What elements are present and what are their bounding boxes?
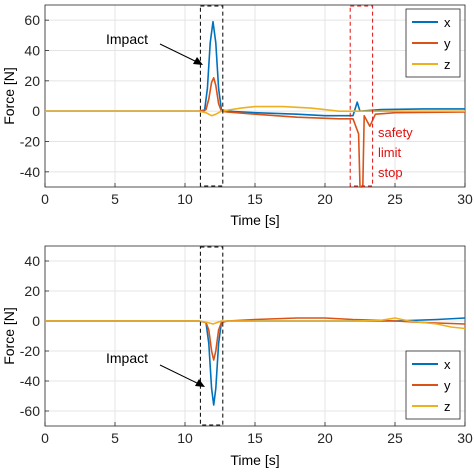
x-tick-label: 20 [317,430,333,446]
top-xlabel: Time [s] [230,212,279,228]
safety-label: safety [378,125,413,140]
series-y-line [45,77,466,188]
x-tick-label: 20 [317,191,333,207]
highlight-window [199,5,224,187]
top-impact-label: Impact [106,31,148,47]
bottom-highlight-windows [199,246,224,426]
y-tick-label: -20 [20,343,40,359]
bottom-legend-label-x: x [444,357,451,372]
top-legend-label-y: y [444,36,451,51]
y-tick-label: -60 [20,403,40,419]
y-tick-label: 20 [24,283,40,299]
x-tick-label: 30 [457,191,473,207]
x-tick-label: 10 [177,430,193,446]
y-tick-label: 60 [24,12,40,28]
x-tick-label: 25 [387,430,403,446]
top-series [45,20,466,188]
highlight-window [199,246,224,426]
top-legend-label-x: x [444,15,451,30]
bottom-grid [44,246,466,426]
y-tick-label: 40 [24,253,40,269]
bottom-impact-arrow [159,364,200,385]
bottom-ticks: 0 5 10 15 20 25 30 -60 -40 -20 0 20 40 [20,253,473,446]
top-legend-label-z: z [444,57,451,72]
x-tick-label: 15 [247,191,263,207]
bottom-legend-label-z: z [444,399,451,414]
top-impact-arrowhead [193,57,203,65]
bottom-legend-label-y: y [444,378,451,393]
y-tick-label: 20 [24,73,40,89]
y-tick-label: 0 [32,103,40,119]
x-tick-label: 5 [111,430,119,446]
y-tick-label: -40 [20,373,40,389]
y-tick-label: 0 [32,313,40,329]
series-z-line [45,105,465,117]
x-tick-label: 0 [41,430,49,446]
x-tick-label: 10 [177,191,193,207]
y-tick-label: 40 [24,43,40,59]
x-tick-label: 25 [387,191,403,207]
bottom-impact-arrowhead [195,379,205,387]
bottom-impact-label: Impact [106,350,148,366]
x-tick-label: 30 [457,430,473,446]
top-highlight-windows [199,5,374,187]
highlight-window [349,5,374,187]
bottom-legend: x y z [405,350,461,420]
bottom-xlabel: Time [s] [230,452,279,468]
x-tick-label: 0 [41,191,49,207]
top-impact-arrow [159,43,198,63]
bottom-series [45,317,466,406]
y-tick-label: -40 [20,164,40,180]
stop-label: stop [378,165,403,180]
limit-label: limit [378,145,401,160]
y-tick-label: -20 [20,134,40,150]
series-z-line [45,317,466,330]
top-legend: x y z [405,8,461,78]
top-ylabel: Force [N] [1,67,17,125]
x-tick-label: 5 [111,191,119,207]
bottom-ylabel: Force [N] [1,307,17,365]
top-ticks: 0 5 10 15 20 25 30 -40 -20 0 20 40 60 [20,12,473,207]
x-tick-label: 15 [247,430,263,446]
